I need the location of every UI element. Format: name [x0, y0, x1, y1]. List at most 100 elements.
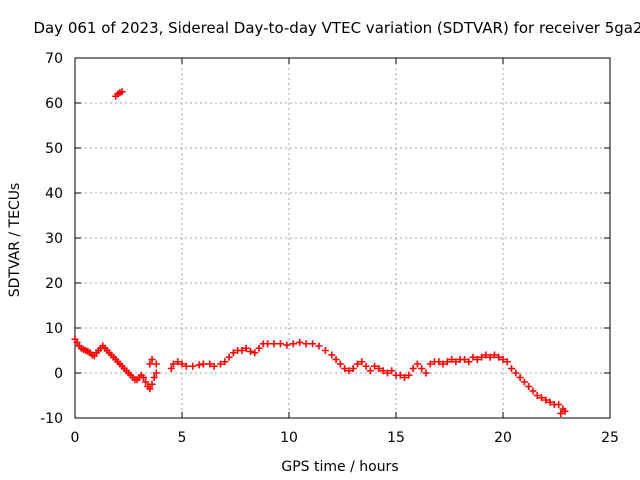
data-point [189, 362, 197, 370]
data-point [246, 347, 254, 355]
data-point [148, 356, 156, 363]
data-point [210, 362, 218, 370]
data-point [167, 365, 175, 372]
data-point [409, 365, 417, 372]
data-point [321, 347, 329, 354]
data-point [302, 340, 310, 348]
data-point [139, 374, 147, 381]
data-point [195, 361, 203, 369]
data-point [516, 374, 524, 381]
data-point [283, 341, 291, 349]
data-point [182, 362, 190, 370]
data-point [542, 396, 550, 404]
data-point [276, 340, 284, 348]
data-point [225, 353, 233, 361]
data-point [469, 353, 477, 361]
y-tick-label: 70 [45, 51, 63, 67]
data-point [520, 378, 528, 386]
data-point [289, 340, 297, 348]
data-point [375, 365, 383, 372]
data-point [309, 340, 317, 348]
data-point [555, 401, 563, 408]
data-point [217, 360, 225, 368]
data-point [178, 360, 186, 368]
y-axis-label: SDTVAR / TECUs [7, 183, 23, 298]
data-point [529, 387, 537, 395]
data-point [238, 347, 246, 354]
data-point [242, 344, 250, 352]
grid [75, 58, 610, 418]
data-point [495, 353, 503, 361]
data-point [169, 360, 177, 368]
data-point [525, 383, 533, 390]
data-point [452, 358, 460, 366]
data-point [405, 371, 413, 379]
data-point [503, 358, 511, 366]
x-tick-label: 25 [601, 430, 619, 446]
data-point [174, 358, 182, 366]
data-point [448, 356, 456, 363]
y-tick-label: 40 [45, 186, 63, 202]
data-point [146, 385, 154, 393]
data-point [418, 365, 426, 372]
data-point [251, 349, 259, 357]
data-point [142, 378, 150, 386]
y-tick-label: 50 [45, 141, 63, 157]
data-point [353, 360, 361, 368]
data-point [328, 351, 336, 359]
data-point [478, 353, 486, 361]
data-point [388, 367, 396, 375]
data-point [499, 356, 507, 363]
x-tick-label: 0 [71, 430, 80, 446]
y-tick-label: -10 [40, 411, 63, 427]
data-point [150, 374, 158, 381]
data-points [71, 88, 569, 417]
data-point [460, 356, 468, 363]
data-point [413, 360, 421, 368]
data-point [229, 349, 237, 357]
data-point [264, 340, 272, 348]
y-axis: -10 0 10 20 30 40 50 60 70 [40, 51, 610, 427]
data-point [358, 358, 366, 366]
y-tick-label: 30 [45, 231, 63, 247]
x-axis: 0 5 10 15 20 25 [71, 58, 619, 446]
data-point [341, 365, 349, 372]
data-point [546, 398, 554, 406]
x-tick-label: 20 [494, 430, 512, 446]
data-point [538, 394, 546, 402]
data-point [401, 374, 409, 381]
data-point [379, 367, 387, 375]
data-point [199, 360, 207, 368]
data-point [435, 358, 443, 366]
data-point [345, 367, 353, 375]
x-axis-label: GPS time / hours [281, 459, 398, 475]
x-tick-label: 15 [387, 430, 405, 446]
data-point [221, 358, 229, 366]
data-point [383, 369, 391, 377]
data-point [332, 356, 340, 363]
data-point [490, 351, 498, 359]
data-point [465, 358, 473, 366]
data-point [118, 88, 126, 96]
data-point [561, 407, 569, 415]
data-point [508, 365, 516, 372]
data-point [426, 360, 434, 368]
data-point [148, 380, 156, 388]
data-point [270, 340, 278, 348]
data-point [146, 360, 154, 368]
data-point [486, 353, 494, 361]
data-point [296, 338, 304, 346]
y-tick-label: 10 [45, 321, 63, 337]
data-point [557, 410, 565, 417]
data-point [439, 360, 447, 368]
data-point [315, 342, 323, 350]
chart-title: Day 061 of 2023, Sidereal Day-to-day VTE… [33, 19, 640, 37]
y-tick-label: 0 [54, 366, 63, 382]
data-point [255, 344, 263, 352]
data-point [443, 358, 451, 366]
data-point [473, 356, 481, 363]
data-point [396, 371, 404, 379]
data-point [533, 392, 541, 399]
data-point [349, 365, 357, 372]
data-point [371, 362, 379, 370]
